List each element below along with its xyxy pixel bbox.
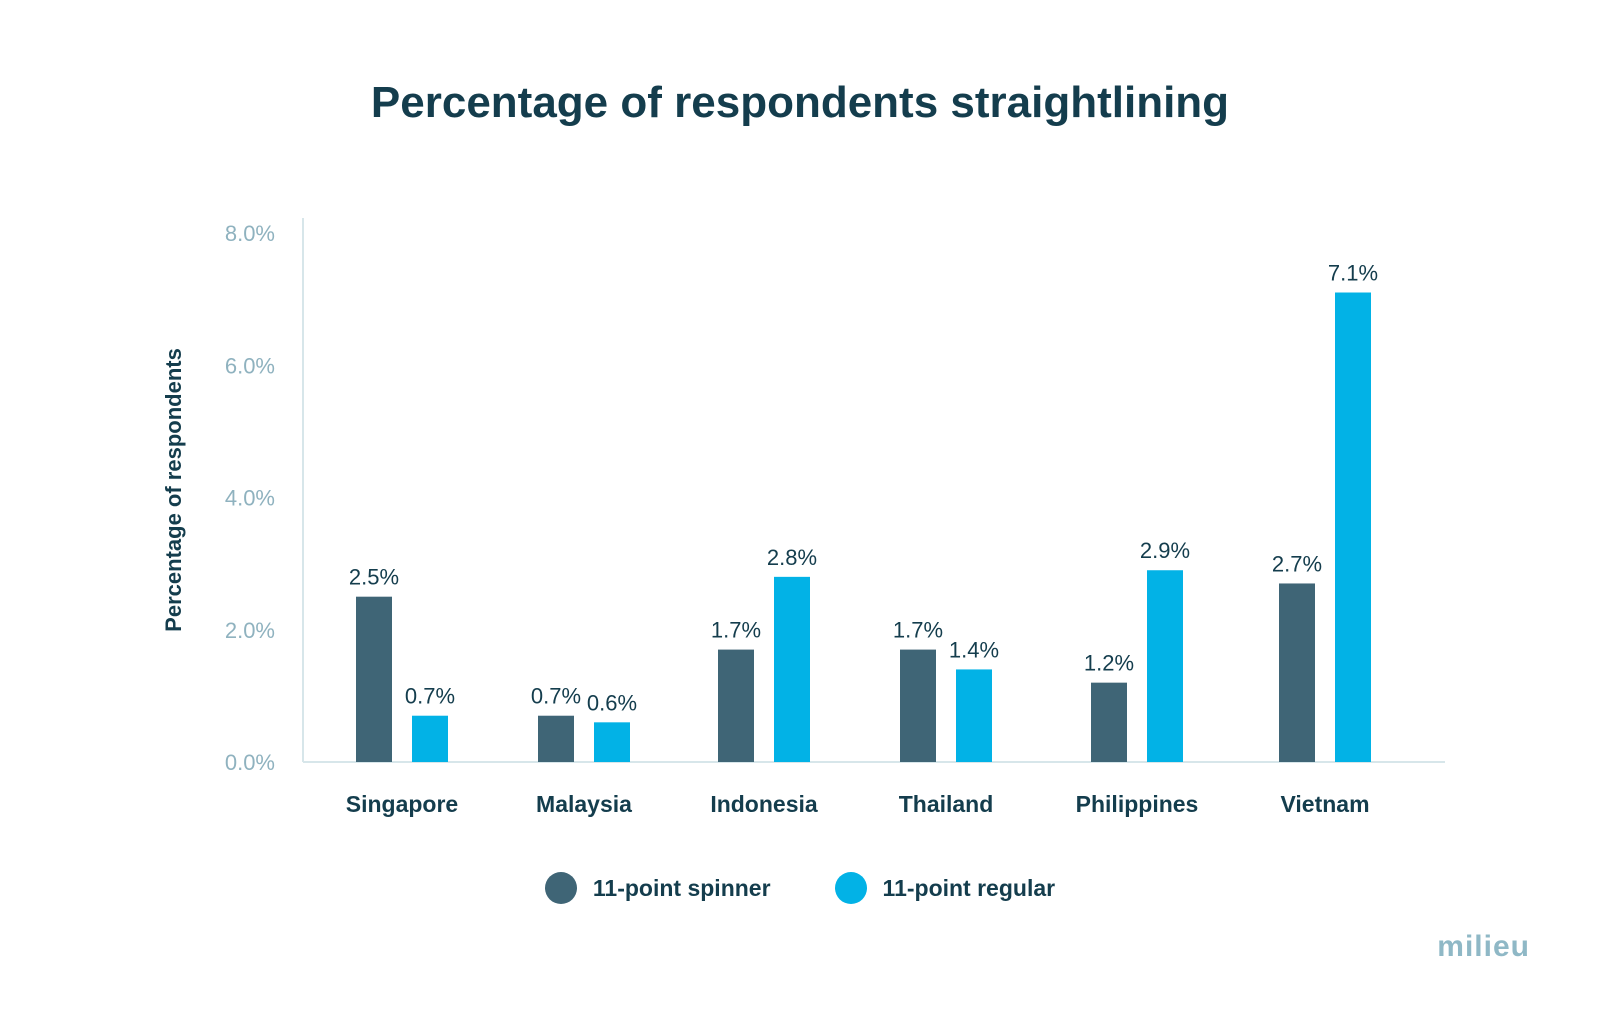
data-label: 1.7% bbox=[893, 618, 943, 643]
data-label: 1.7% bbox=[711, 618, 761, 643]
data-label: 0.6% bbox=[587, 690, 637, 715]
legend-label-regular: 11-point regular bbox=[882, 874, 1056, 901]
data-label: 0.7% bbox=[531, 684, 581, 709]
bar bbox=[1279, 583, 1315, 762]
x-tick-label: Indonesia bbox=[710, 791, 818, 817]
y-tick-label: 8.0% bbox=[225, 221, 275, 246]
bar bbox=[774, 576, 810, 762]
bar bbox=[1335, 292, 1371, 762]
y-tick-label: 2.0% bbox=[225, 618, 275, 643]
legend: 11-point spinner 11-point regular bbox=[0, 872, 1600, 904]
y-tick-label: 6.0% bbox=[225, 353, 275, 378]
data-label: 2.5% bbox=[349, 565, 399, 590]
bar bbox=[900, 649, 936, 762]
bar bbox=[594, 722, 630, 762]
y-tick-label: 4.0% bbox=[225, 486, 275, 511]
data-label: 1.2% bbox=[1084, 651, 1134, 676]
legend-swatch-regular bbox=[834, 872, 867, 904]
bar bbox=[356, 596, 392, 762]
x-tick-label: Malaysia bbox=[536, 791, 632, 817]
data-label: 0.7% bbox=[405, 684, 455, 709]
data-label: 1.4% bbox=[949, 637, 999, 662]
data-label: 2.7% bbox=[1272, 551, 1322, 576]
bar bbox=[718, 649, 754, 762]
x-tick-label: Singapore bbox=[346, 791, 458, 817]
y-tick-label: 0.0% bbox=[225, 750, 275, 775]
data-label: 2.9% bbox=[1140, 538, 1190, 563]
legend-swatch-spinner bbox=[544, 872, 577, 904]
milieu-logo: milieu bbox=[1437, 930, 1530, 963]
bar bbox=[538, 715, 574, 762]
data-label: 7.1% bbox=[1328, 261, 1378, 286]
bar bbox=[1091, 682, 1127, 762]
x-tick-label: Thailand bbox=[899, 791, 994, 817]
bar bbox=[1147, 570, 1183, 762]
y-axis-title: Percentage of respondents bbox=[161, 348, 186, 632]
legend-item-spinner: 11-point spinner bbox=[544, 872, 771, 904]
legend-item-regular: 11-point regular bbox=[834, 872, 1056, 904]
chart-title: Percentage of respondents straightlining bbox=[370, 78, 1230, 127]
bar bbox=[956, 669, 992, 762]
x-tick-label: Vietnam bbox=[1280, 791, 1369, 817]
legend-label-spinner: 11-point spinner bbox=[592, 874, 771, 901]
data-label: 2.8% bbox=[767, 545, 817, 570]
x-tick-label: Philippines bbox=[1076, 791, 1199, 817]
bar bbox=[412, 715, 448, 762]
